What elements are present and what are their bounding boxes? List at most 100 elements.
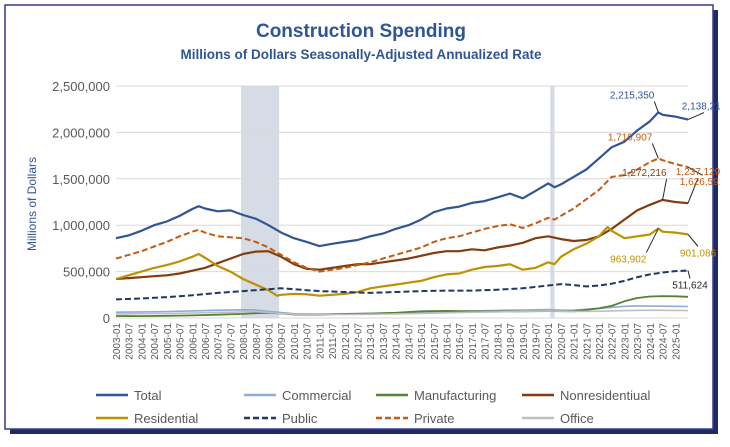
recession-band-1: [550, 86, 555, 318]
x-tick-label: 2023-07: [633, 323, 644, 360]
legend-label-nonresidentiual: Nonresidentiual: [560, 388, 650, 403]
x-tick-label: 2025-01: [671, 323, 682, 360]
series-line-total: [115, 111, 689, 248]
x-tick-label: 2017-07: [481, 323, 492, 360]
x-tick-label: 2020-01: [544, 323, 555, 360]
y-tick-label: 500,000: [63, 265, 110, 280]
y-tick-label: 1,500,000: [52, 172, 110, 187]
series-line-office: [115, 309, 689, 316]
legend: Total Commercial Manufacturing Nonresidenti…: [96, 388, 650, 426]
x-tick-label: 2024-01: [646, 323, 657, 360]
callout-line: [687, 270, 691, 279]
series-line-nonresidentiual: [115, 198, 689, 281]
annotation-label: 511,624: [672, 281, 708, 292]
annotation-label: 1,272,216: [622, 168, 667, 179]
x-tick-label: 2019-07: [531, 323, 542, 360]
chart-title: Construction Spending: [256, 21, 466, 42]
data-annotations: 2,215,350 2,138,215 1,719,907 1,626,591 1,27…: [608, 90, 720, 291]
callout-line: [687, 112, 705, 121]
x-tick-label: 2022-07: [608, 323, 619, 360]
gridlines: [116, 85, 688, 319]
y-tick-label: 1,000,000: [52, 218, 110, 233]
x-tick-label: 2024-07: [659, 323, 670, 360]
legend-label-commercial: Commercial: [282, 388, 351, 403]
callout-line: [653, 101, 659, 113]
annotation-label: 1,719,907: [608, 132, 653, 143]
x-tick-label: 2016-07: [455, 323, 466, 360]
callout-lines: [645, 101, 705, 279]
callout-line: [651, 143, 659, 159]
annotation-label: 963,902: [610, 255, 647, 266]
legend-label-public: Public: [282, 411, 318, 426]
x-tick-label: 2009-01: [265, 323, 276, 360]
y-tick-labels: 0 500,000 1,000,000 1,500,000 2,000,000 2,500…: [52, 79, 110, 326]
recession-band-0: [240, 86, 280, 318]
series-line-residential: [115, 226, 689, 297]
x-tick-label: 2018-07: [506, 323, 517, 360]
x-tick-label: 2023-01: [620, 323, 631, 360]
annotation-label: 1,237,129: [676, 167, 720, 178]
x-tick-label: 2013-07: [379, 323, 390, 360]
x-tick-label: 2005-01: [163, 323, 174, 360]
x-tick-label: 2022-01: [595, 323, 606, 360]
x-tick-label: 2003-07: [125, 323, 136, 360]
x-tick-label: 2009-07: [277, 323, 288, 360]
x-tick-labels: 2003-01 2003-07 2004-01 2004-07 2005-01 2005-…: [112, 323, 682, 360]
legend-label-residential: Residential: [134, 411, 198, 426]
x-tick-label: 2018-01: [493, 323, 504, 360]
series-line-public: [115, 269, 689, 301]
series-line-private: [115, 157, 689, 273]
callout-line: [687, 234, 699, 247]
x-tick-label: 2007-01: [214, 323, 225, 360]
x-tick-label: 2021-07: [582, 323, 593, 360]
x-tick-label: 2013-01: [366, 323, 377, 360]
x-tick-label: 2004-07: [150, 323, 161, 360]
legend-label-private: Private: [414, 411, 454, 426]
x-tick-label: 2004-01: [137, 323, 148, 360]
y-tick-label: 2,000,000: [52, 125, 110, 140]
x-tick-label: 2003-01: [112, 323, 123, 360]
x-tick-label: 2017-01: [468, 323, 479, 360]
x-tick-label: 2005-07: [176, 323, 187, 360]
x-tick-label: 2015-01: [417, 323, 428, 360]
annotation-label: 2,215,350: [610, 90, 655, 101]
x-tick-label: 2020-07: [557, 323, 568, 360]
annotation-label: 901,086: [680, 248, 717, 259]
recession-bands: [240, 86, 555, 318]
legend-label-total: Total: [134, 388, 162, 403]
x-tick-label: 2008-01: [239, 323, 250, 360]
callout-line: [687, 178, 699, 204]
chart-subtitle: Millions of Dollars Seasonally-Adjusted …: [180, 47, 542, 62]
x-tick-label: 2011-07: [328, 323, 339, 359]
chart-frame: Construction Spending Millions of Dollar…: [4, 4, 720, 436]
x-tick-label: 2014-01: [392, 323, 403, 360]
x-tick-label: 2012-07: [354, 323, 365, 360]
x-tick-label: 2012-01: [341, 323, 352, 360]
x-tick-label: 2016-01: [442, 323, 453, 360]
x-tick-label: 2006-01: [188, 323, 199, 360]
x-tick-label: 2010-01: [290, 323, 301, 360]
x-tick-label: 2010-07: [303, 323, 314, 360]
frame-border: [4, 4, 714, 430]
x-tick-label: 2007-07: [226, 323, 237, 360]
x-tick-label: 2015-07: [430, 323, 441, 360]
y-axis-label: Millions of Dollars: [25, 157, 39, 251]
annotation-label: 1,626,591: [680, 177, 720, 188]
callout-line: [687, 166, 703, 176]
legend-label-office: Office: [560, 411, 594, 426]
x-tick-label: 2019-01: [519, 323, 530, 360]
annotation-label: 2,138,215: [682, 102, 720, 113]
callout-line: [662, 178, 668, 201]
x-tick-label: 2014-07: [404, 323, 415, 360]
x-tick-label: 2008-07: [252, 323, 263, 360]
callout-line: [645, 228, 659, 253]
x-tick-label: 2006-07: [201, 323, 212, 360]
legend-label-manufacturing: Manufacturing: [414, 388, 496, 403]
y-tick-label: 0: [103, 311, 110, 326]
series-line-manufacturing: [115, 295, 689, 317]
series-lines: [115, 111, 689, 317]
x-tick-label: 2011-01: [315, 323, 326, 359]
x-tick-label: 2021-01: [570, 323, 581, 360]
y-tick-label: 2,500,000: [52, 79, 110, 94]
chart-svg: Construction Spending Millions of Dollar…: [4, 4, 720, 434]
